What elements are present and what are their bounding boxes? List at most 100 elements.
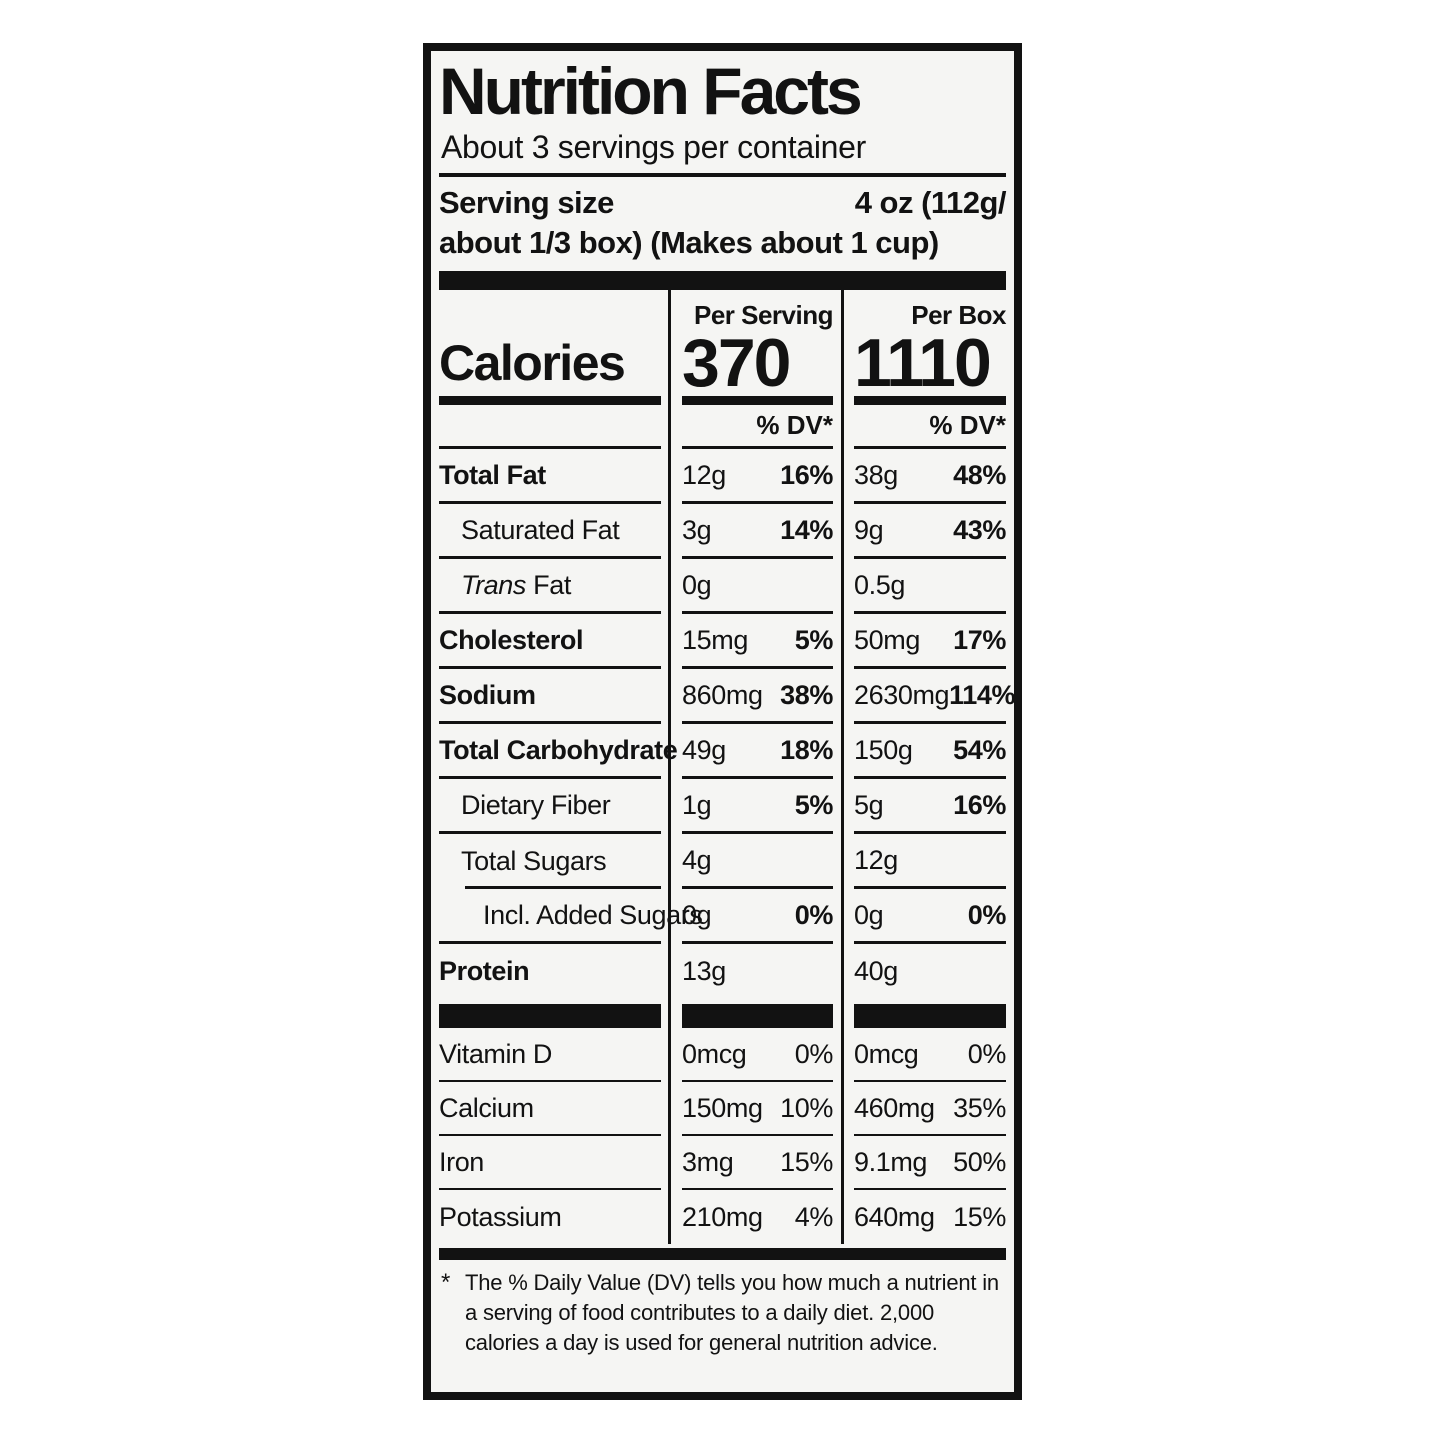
nutrient-name: Total Carbohydrate: [439, 734, 678, 766]
per-serving-dv: 5%: [794, 624, 834, 655]
per-box-amount: 12g: [854, 844, 898, 875]
nutrient-name-cell: Total Sugars: [439, 834, 661, 890]
nutrient-name-text: Potassium: [439, 1201, 562, 1232]
nutrient-row: Incl. Added Sugars 0g 0% 0g 0%: [439, 889, 1007, 945]
footnote-asterisk: *: [441, 1269, 451, 1297]
per-serving-dv: 0%: [794, 899, 834, 930]
per-serving-cell: 3g 14%: [682, 504, 833, 560]
per-serving-cell: 210mg 4%: [682, 1190, 833, 1244]
nutrient-name: Potassium: [439, 1201, 562, 1233]
per-serving-dv: 10%: [780, 1092, 833, 1123]
per-serving-cell: 0g 0%: [682, 889, 834, 945]
per-serving-cell: 12g 16%: [682, 449, 833, 505]
per-serving-amount: 0mcg: [682, 1038, 747, 1069]
per-box-amount: 40g: [854, 956, 898, 987]
nutrient-name-cell: Potassium: [439, 1190, 661, 1244]
nutrient-row: Protein 13g 40g: [439, 944, 1006, 999]
dv-header-per-box: % DV*: [854, 405, 1006, 450]
per-serving-amount: 3g: [682, 514, 712, 545]
nutrient-name-text: Cholesterol: [439, 624, 584, 655]
per-box-dv: 50%: [953, 1146, 1006, 1177]
nutrient-name-text: Protein: [439, 956, 530, 987]
nutrient-name: Total Sugars: [461, 846, 607, 877]
per-serving-amount: 4g: [682, 844, 712, 875]
per-box-dv: 0%: [967, 899, 1007, 930]
nutrient-row: Sodium 860mg 38% 2630mg 114%: [439, 669, 1016, 725]
nutrient-name: Protein: [439, 956, 530, 987]
per-box-cell: 460mg 35%: [854, 1082, 1006, 1137]
per-box-dv: 114%: [949, 679, 1016, 710]
nutrient-name: Vitamin D: [439, 1039, 552, 1070]
nutrient-row: Total Fat 12g 16% 38g 48%: [439, 449, 1006, 505]
per-box-dv: 48%: [953, 459, 1006, 490]
per-box-cell: 5g 16%: [854, 779, 1006, 835]
per-serving-dv: 15%: [780, 1146, 833, 1177]
nutrient-name-text: Iron: [439, 1146, 484, 1177]
per-box-cell: 150g 54%: [854, 724, 1006, 780]
nutrient-name-cell: Trans Fat: [439, 559, 661, 615]
nutrient-name: Incl. Added Sugars: [483, 900, 703, 931]
per-box-cell: 38g 48%: [854, 449, 1006, 505]
nutrient-name: Sodium: [439, 680, 536, 711]
nutrient-name: Cholesterol: [439, 624, 584, 656]
per-box-amount: 0.5g: [854, 569, 905, 600]
nutrient-name-cell: Dietary Fiber: [439, 779, 661, 835]
nutrient-name: Calcium: [439, 1093, 534, 1124]
calories-label: Calories: [439, 338, 661, 406]
per-box-amount: 0g: [854, 899, 884, 930]
nutrient-row: Vitamin D 0mcg 0% 0mcg 0%: [439, 1028, 1006, 1083]
per-box-cell: 9g 43%: [854, 504, 1006, 560]
nutrient-name-cell: Cholesterol: [439, 614, 661, 670]
per-box-amount: 9.1mg: [854, 1146, 928, 1177]
label-title: Nutrition Facts: [439, 54, 863, 128]
column-divider-2: [841, 289, 844, 1245]
daily-value-header-row: % DV* % DV*: [439, 405, 1006, 450]
separator-bar-segment: [682, 1004, 833, 1029]
per-serving-dv: 5%: [794, 789, 834, 820]
nutrient-name-cell: Saturated Fat: [439, 504, 661, 560]
per-box-cell: 640mg 15%: [854, 1190, 1006, 1244]
nutrient-name-cell: Total Carbohydrate: [439, 724, 678, 780]
per-serving-amount: 0g: [682, 899, 712, 930]
nutrient-name-text: Calcium: [439, 1092, 534, 1123]
nutrient-row: Dietary Fiber 1g 5% 5g 16%: [439, 779, 1006, 835]
per-serving-amount: 150mg: [682, 1092, 763, 1123]
nutrient-name: Total Fat: [439, 460, 546, 491]
per-serving-cell: 0mcg 0%: [682, 1028, 833, 1083]
nutrient-row: Potassium 210mg 4% 640mg 15%: [439, 1190, 1006, 1244]
per-serving-amount: 210mg: [682, 1201, 763, 1232]
per-serving-dv: 38%: [780, 679, 833, 710]
nutrient-row: Iron 3mg 15% 9.1mg 50%: [439, 1136, 1006, 1191]
nutrient-name-cell: Total Fat: [439, 449, 661, 505]
nutrient-name-text: Vitamin D: [439, 1038, 552, 1069]
per-serving-cell: 15mg 5%: [682, 614, 834, 670]
per-box-amount: 460mg: [854, 1092, 935, 1123]
per-box-cell: 40g: [854, 944, 1006, 999]
per-box-dv: 16%: [953, 789, 1006, 820]
per-serving-amount: 1g: [682, 789, 712, 820]
main-nutrient-rows: Total Fat 12g 16% 38g 48% Saturated Fat …: [439, 449, 1016, 999]
per-box-dv: 17%: [953, 624, 1006, 655]
separator-bar-segment: [854, 1004, 1006, 1029]
nutrient-name-cell: Protein: [439, 944, 661, 999]
calories-value-row: Calories 370 1110: [439, 329, 1006, 406]
per-box-amount: 0mcg: [854, 1038, 919, 1069]
nutrient-row: Saturated Fat 3g 14% 9g 43%: [439, 504, 1006, 560]
thick-separator-bar-bottom: [439, 1248, 1006, 1261]
per-box-cell: 0.5g: [854, 559, 1006, 615]
per-serving-cell: 4g: [682, 834, 833, 890]
servings-per-container: About 3 servings per container: [439, 126, 1006, 177]
calories-per-serving-value: 370: [682, 329, 833, 406]
nutrient-name: Saturated Fat: [461, 515, 620, 546]
nutrient-name-cell: Vitamin D: [439, 1028, 661, 1083]
per-serving-cell: 3mg 15%: [682, 1136, 833, 1191]
dv-header-spacer: [439, 405, 661, 450]
per-box-amount: 150g: [854, 734, 913, 765]
per-serving-cell: 150mg 10%: [682, 1082, 833, 1137]
per-box-amount: 50mg: [854, 624, 920, 655]
nutrient-name-cell: Sodium: [439, 669, 661, 725]
column-divider-1: [668, 289, 671, 1245]
per-serving-cell: 13g: [682, 944, 833, 999]
nutrient-name-text: Total Carbohydrate: [439, 734, 678, 765]
